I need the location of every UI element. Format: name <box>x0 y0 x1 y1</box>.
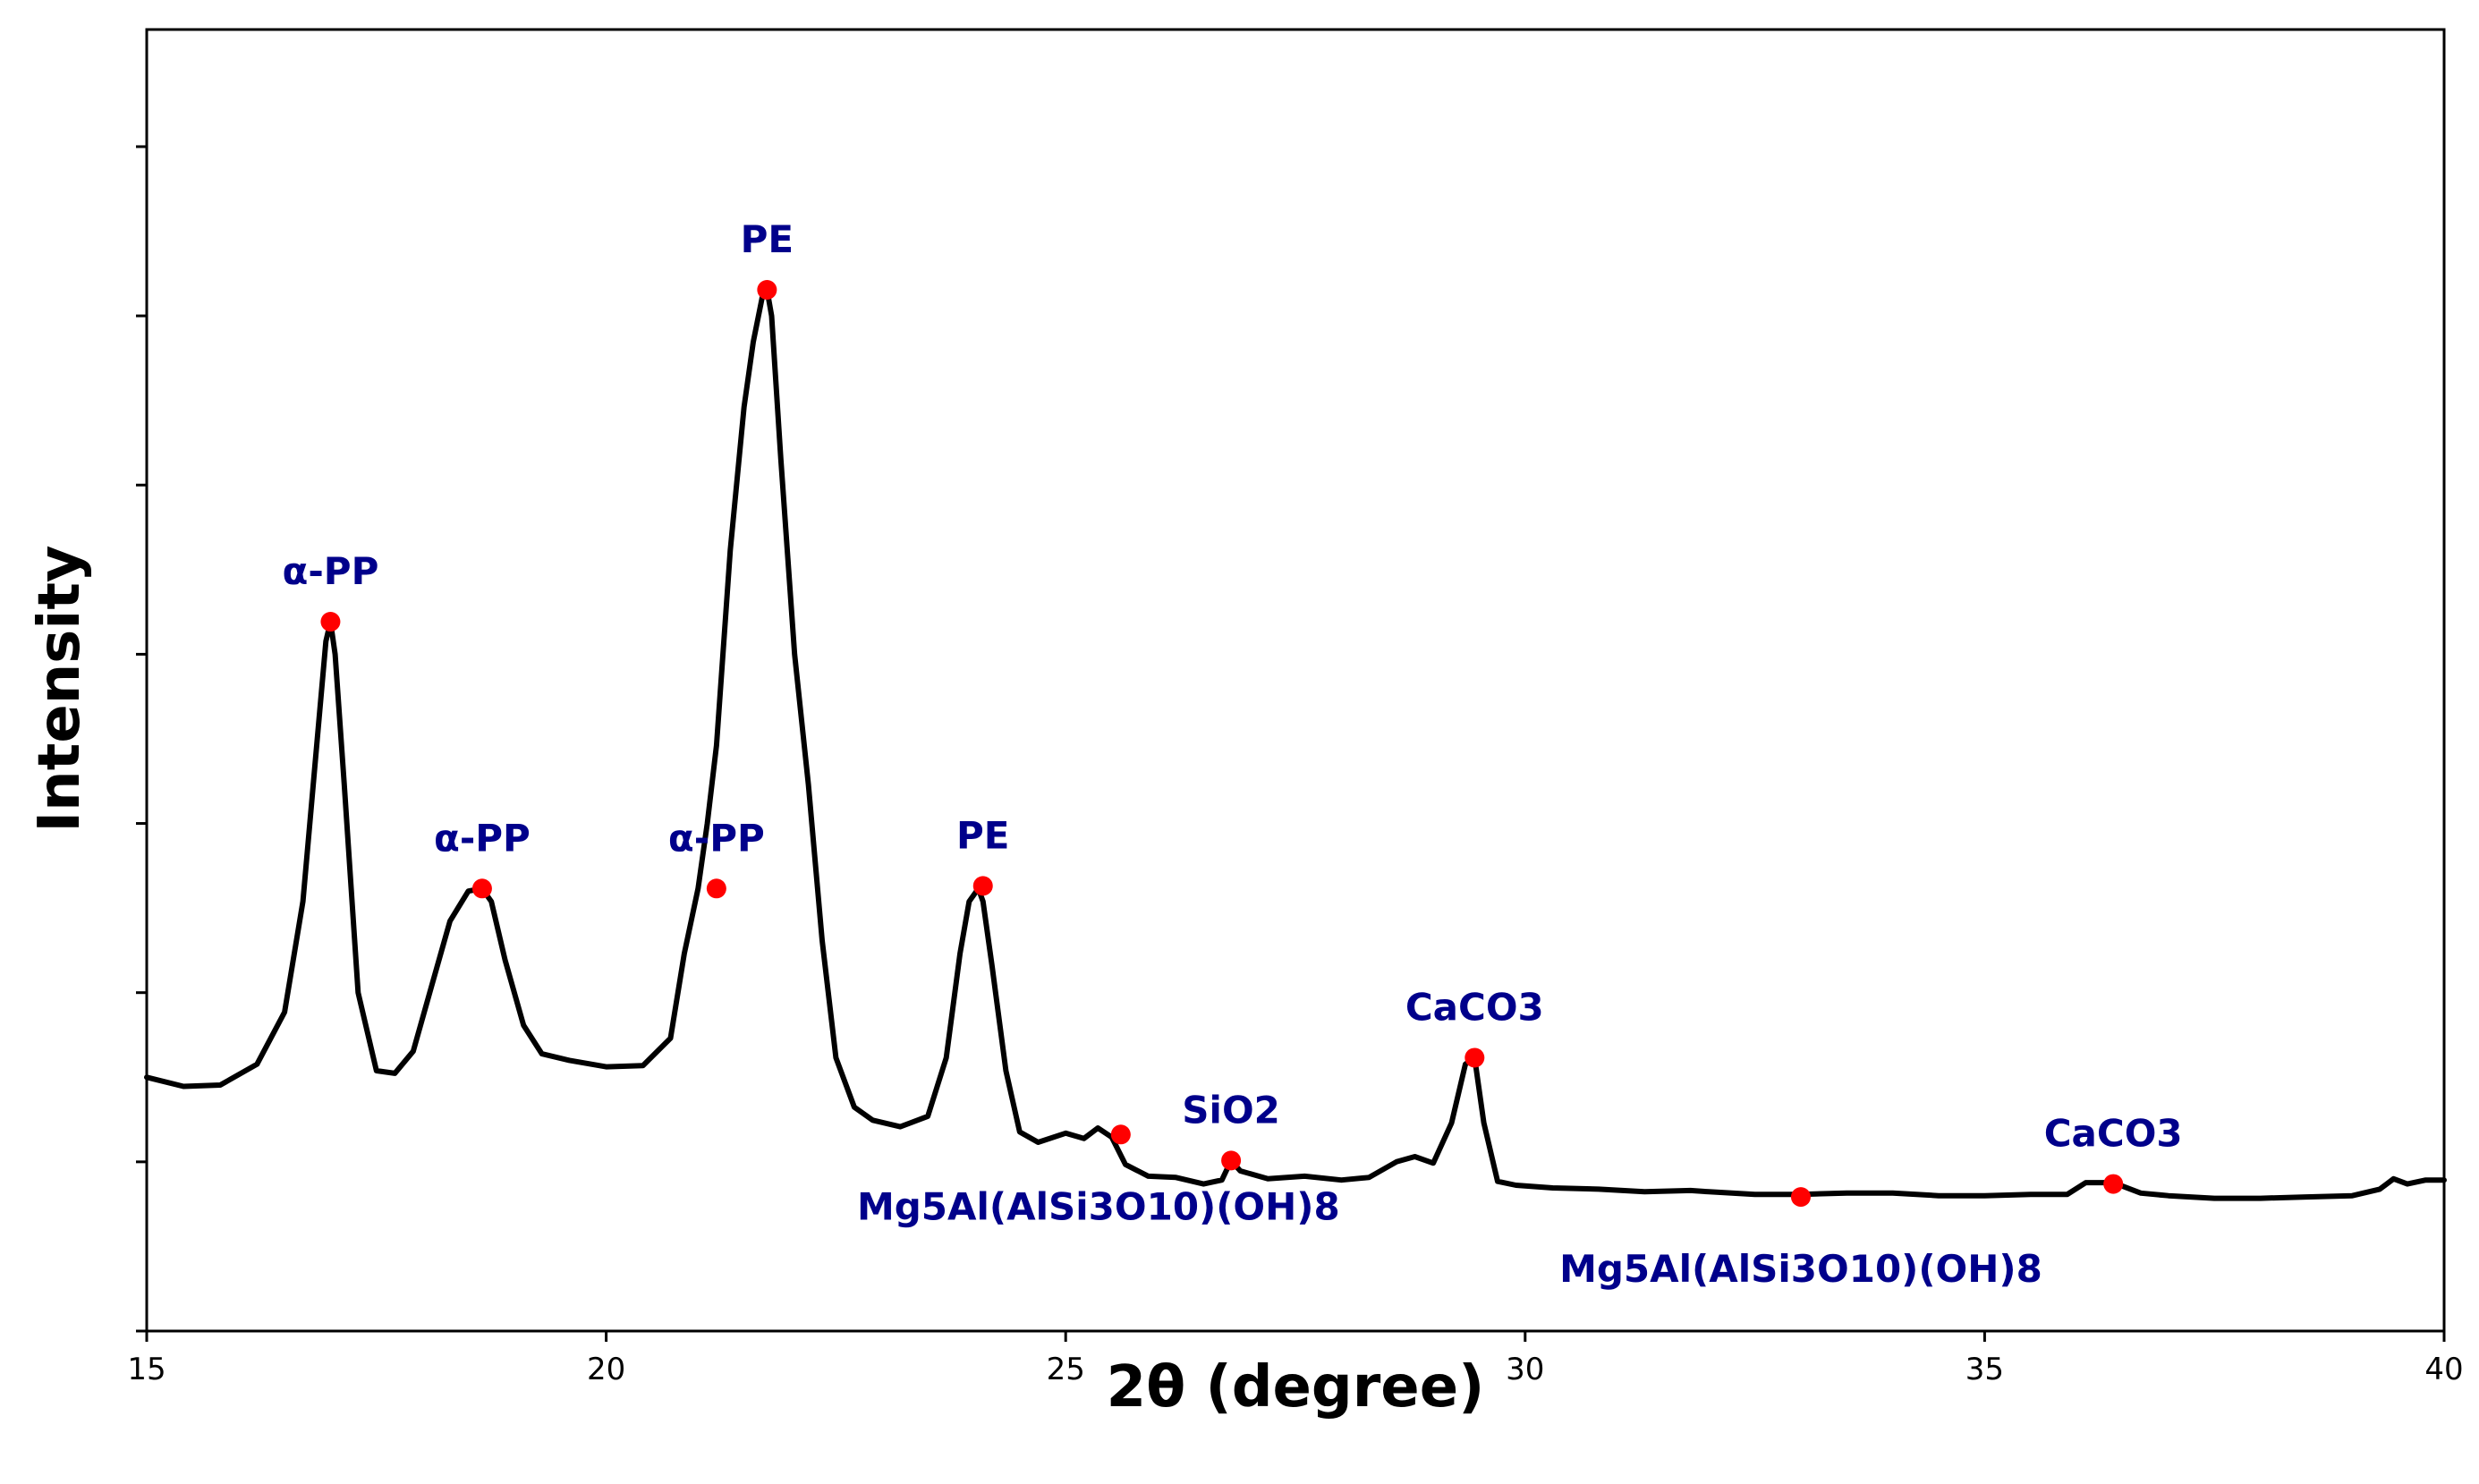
x-tick-label: 40 <box>2424 1352 2463 1387</box>
peak-marker <box>1464 1047 1485 1068</box>
peak-label: CaCO3 <box>2044 1112 2183 1156</box>
peak-marker <box>706 878 726 899</box>
y-axis-title: Intensity <box>27 545 93 832</box>
x-tick-label: 30 <box>1506 1352 1544 1387</box>
x-tick-label: 25 <box>1047 1352 1085 1387</box>
peak-marker <box>1110 1124 1131 1145</box>
x-tick-label: 35 <box>1965 1352 2004 1387</box>
peak-label: PE <box>741 217 794 261</box>
peak-marker <box>2103 1174 2124 1194</box>
peak-label: CaCO3 <box>1405 985 1544 1029</box>
peak-label: Mg5Al(AlSi3O10)(OH)8 <box>857 1184 1340 1228</box>
peak-label: PE <box>956 813 1009 857</box>
x-axis-title: 2θ (degree) <box>1107 1354 1485 1420</box>
peak-labels: α-PP α-PP α-PP PE PE Mg5Al(AlSi3O10)(OH)8 SiO2… <box>283 217 2183 1291</box>
peak-marker <box>1790 1187 1811 1208</box>
peak-marker <box>1221 1150 1242 1171</box>
x-tick-label: 15 <box>127 1352 166 1387</box>
y-axis-ticks <box>136 145 147 1333</box>
peak-markers <box>320 280 2124 1208</box>
peak-label: Mg5Al(AlSi3O10)(OH)8 <box>1559 1247 2042 1291</box>
peak-marker <box>757 280 777 300</box>
peak-label: α-PP <box>283 549 379 593</box>
peak-marker <box>972 876 993 896</box>
peak-label: α-PP <box>434 816 531 860</box>
peak-label: α-PP <box>668 816 765 860</box>
peak-marker <box>471 878 492 899</box>
peak-marker <box>320 612 341 632</box>
peak-label: SiO2 <box>1182 1088 1280 1132</box>
plot-frame <box>145 28 2446 1333</box>
x-tick-label: 20 <box>587 1352 625 1387</box>
x-axis-ticks <box>145 1331 2446 1342</box>
x-axis-tick-labels: 15 20 25 30 35 40 <box>127 1352 2463 1387</box>
